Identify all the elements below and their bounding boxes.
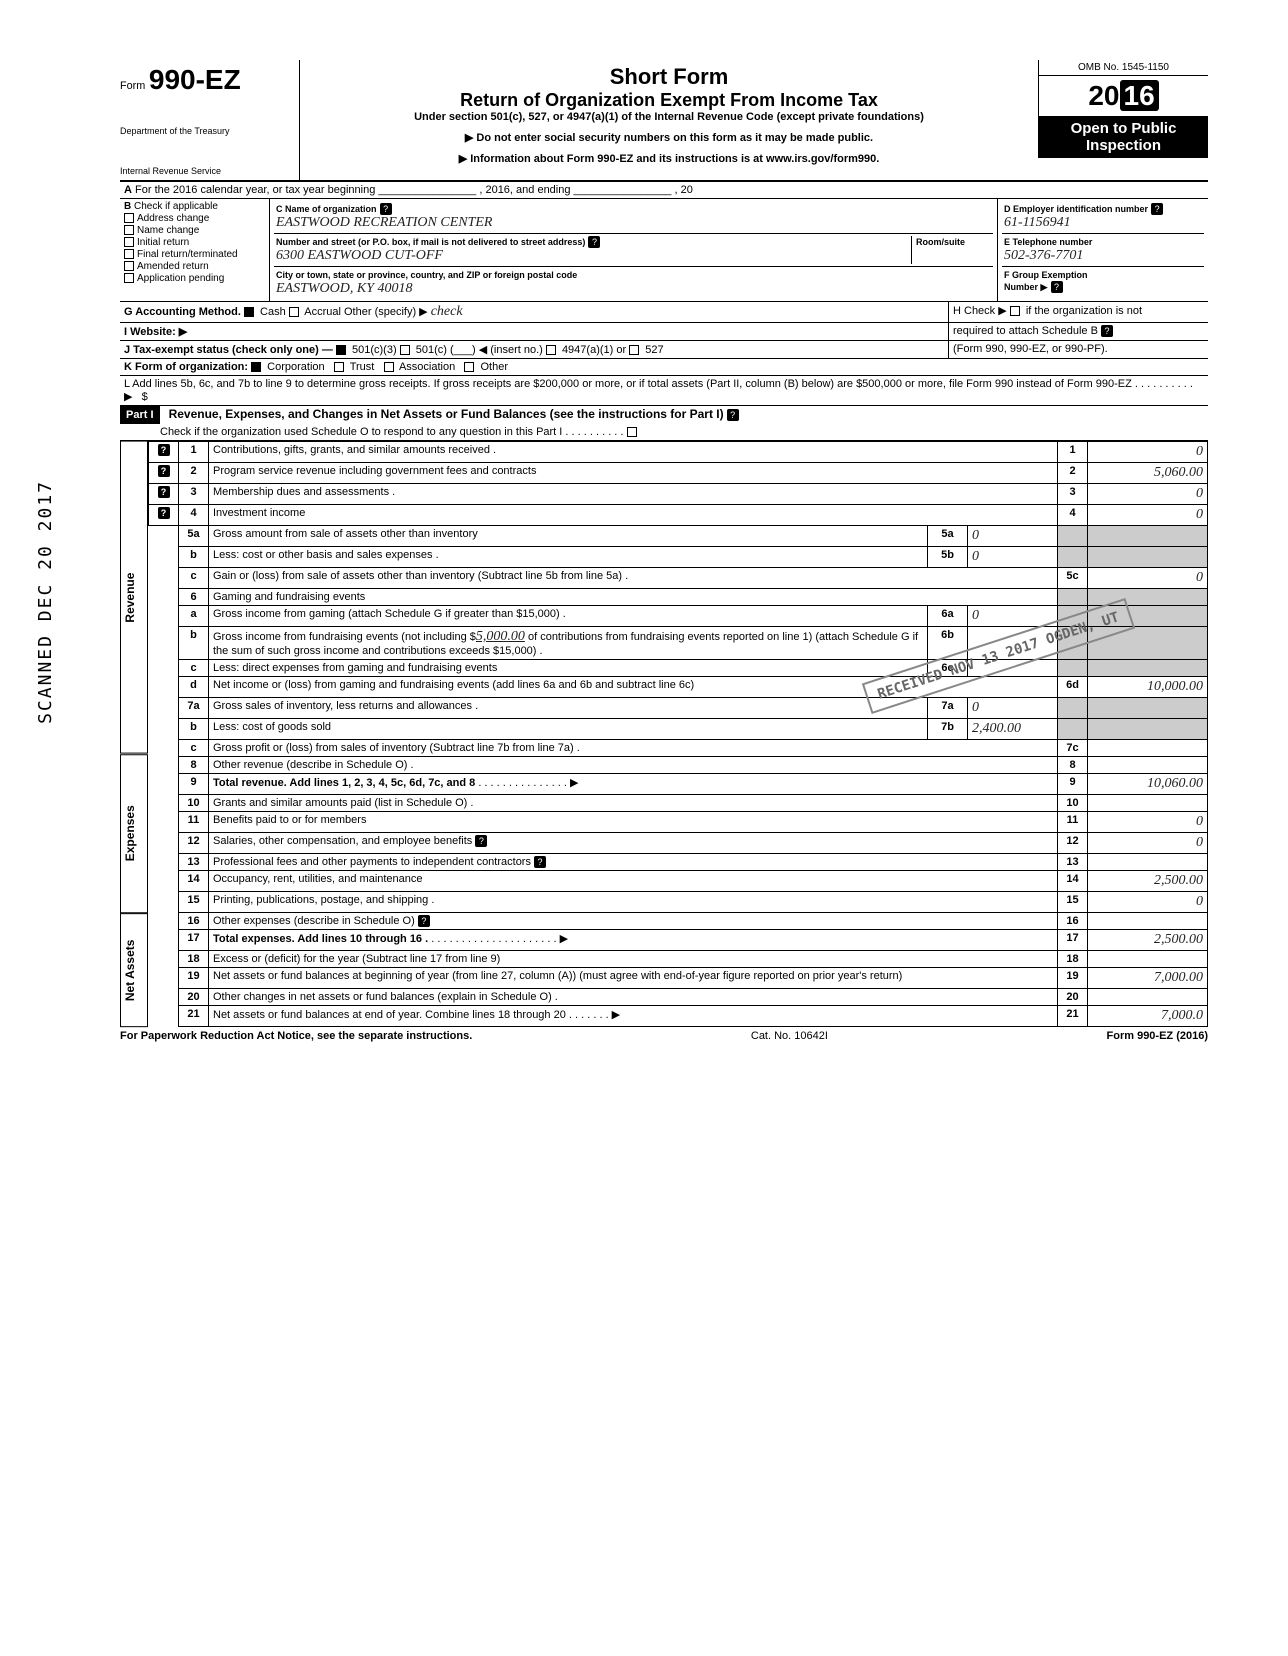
line-g: G Accounting Method. Cash Accrual Other …	[120, 302, 948, 322]
scanned-stamp: SCANNED DEC 20 2017	[35, 480, 56, 724]
cb-address-change[interactable]: Address change	[124, 213, 265, 224]
form-subtitle: Under section 501(c), 527, or 4947(a)(1)…	[320, 111, 1018, 123]
org-name-label: C Name of organization	[276, 204, 377, 214]
dept-treasury: Department of the Treasury	[120, 126, 289, 136]
form-label: Form 990-EZ	[120, 77, 241, 92]
form-header: Form 990-EZ Department of the Treasury I…	[120, 60, 1208, 182]
help-icon[interactable]: ?	[380, 203, 392, 215]
addr-label: Number and street (or P.O. box, if mail …	[276, 237, 585, 247]
part-1-table: ?1 Contributions, gifts, grants, and sim…	[148, 441, 1208, 1027]
line-i-website: I Website: ▶	[120, 323, 948, 340]
group-exempt-label: F Group Exemption	[1004, 270, 1088, 280]
page-footer: For Paperwork Reduction Act Notice, see …	[120, 1027, 1208, 1042]
cb-application-pending[interactable]: Application pending	[124, 273, 265, 284]
line-h: H Check ▶ if the organization is not	[948, 302, 1208, 322]
cb-initial-return[interactable]: Initial return	[124, 237, 265, 248]
city-value: EASTWOOD, KY 40018	[276, 281, 413, 296]
checkbox-column: B Check if applicable Address change Nam…	[120, 199, 270, 301]
sched-b-note2: (Form 990, 990-EZ, or 990-PF).	[948, 341, 1208, 358]
side-net-assets: Net Assets	[120, 913, 148, 1027]
help-icon[interactable]: ?	[1151, 203, 1163, 215]
room-label: Room/suite	[916, 237, 965, 247]
cb-amended[interactable]: Amended return	[124, 261, 265, 272]
part-1-header: Part I Revenue, Expenses, and Changes in…	[120, 406, 1208, 441]
help-icon[interactable]: ?	[1051, 281, 1063, 293]
ein-label: D Employer identification number	[1004, 204, 1148, 214]
sched-b-note: required to attach Schedule B ?	[948, 323, 1208, 340]
open-inspection: Open to PublicInspection	[1039, 116, 1208, 158]
form-title-short: Short Form	[320, 64, 1018, 90]
addr-value: 6300 EASTWOOD CUT-OFF	[276, 248, 443, 263]
cb-name-change[interactable]: Name change	[124, 225, 265, 236]
org-name-value: EASTWOOD RECREATION CENTER	[276, 215, 492, 230]
line-l: L Add lines 5b, 6c, and 7b to line 9 to …	[120, 376, 1208, 406]
side-revenue: Revenue	[120, 441, 148, 754]
tel-label: E Telephone number	[1004, 237, 1092, 247]
ein-value: 61-1156941	[1004, 215, 1071, 230]
line-a: A For the 2016 calendar year, or tax yea…	[120, 182, 1208, 199]
city-label: City or town, state or province, country…	[276, 270, 577, 280]
help-icon[interactable]: ?	[588, 236, 600, 248]
form-note-ssn: ▶ Do not enter social security numbers o…	[320, 131, 1018, 144]
cb-final-return[interactable]: Final return/terminated	[124, 249, 265, 260]
side-expenses: Expenses	[120, 754, 148, 913]
tax-year: 2016	[1039, 76, 1208, 116]
form-note-info: ▶ Information about Form 990-EZ and its …	[320, 152, 1018, 165]
line-k: K Form of organization: Corporation Trus…	[120, 359, 1208, 376]
form-title-main: Return of Organization Exempt From Incom…	[320, 90, 1018, 111]
omb-number: OMB No. 1545-1150	[1039, 60, 1208, 76]
line-j: J Tax-exempt status (check only one) — 5…	[120, 341, 948, 358]
dept-irs: Internal Revenue Service	[120, 166, 289, 176]
tel-value: 502-376-7701	[1004, 248, 1083, 263]
